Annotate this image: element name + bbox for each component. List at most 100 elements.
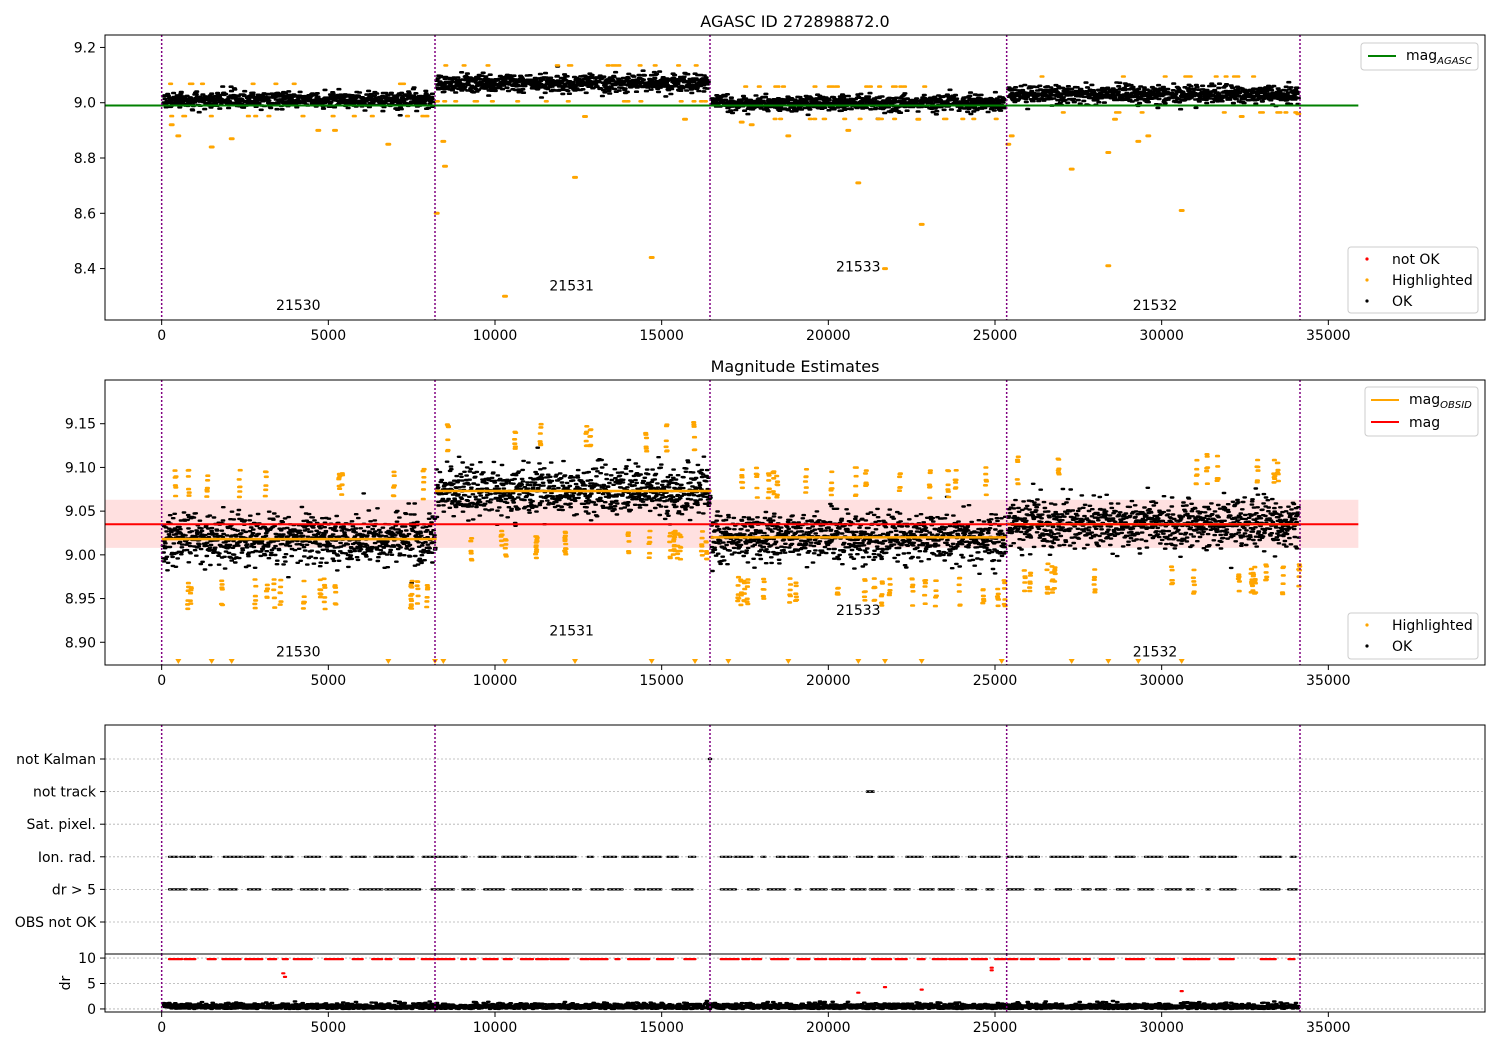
offscale-marker bbox=[855, 659, 862, 664]
x-tick-label: 0 bbox=[157, 328, 166, 344]
offscale-marker bbox=[785, 659, 792, 664]
magnitude-title: Magnitude Estimates bbox=[711, 357, 880, 376]
y-tick-label: 8.4 bbox=[74, 262, 96, 278]
offscale-marker bbox=[502, 659, 508, 664]
highlighted-points bbox=[168, 64, 1299, 121]
y-tick-label: 5 bbox=[87, 977, 96, 993]
x-tick-label: 5000 bbox=[311, 328, 347, 344]
flag-row-label: Sat. pixel. bbox=[27, 817, 96, 833]
flags-axes: not Kalman not track Sat. pixel. Ion. rad. d… bbox=[15, 752, 1485, 931]
legend-marker-highlighted bbox=[1365, 623, 1369, 627]
x-tick-label: 35000 bbox=[1306, 328, 1351, 344]
offscale-marker bbox=[175, 659, 182, 664]
offscale-marker bbox=[918, 659, 925, 664]
dr-ylabel: dr bbox=[58, 975, 74, 990]
x-tick-label: 25000 bbox=[973, 328, 1018, 344]
y-tick-label: 9.15 bbox=[65, 417, 96, 433]
agasc-frame bbox=[104, 34, 1486, 321]
y-tick-label: 10 bbox=[78, 951, 96, 967]
y-tick-label: 8.6 bbox=[74, 206, 96, 222]
legend-box bbox=[1347, 612, 1479, 660]
magnitude-panel: Magnitude Estimates 21530 21531 21533 21532… bbox=[65, 357, 1486, 689]
x-tick-label: 15000 bbox=[639, 673, 684, 689]
highlighted-outlier-points bbox=[168, 112, 1302, 298]
y-tick-label: 8.8 bbox=[74, 151, 96, 167]
legend-box bbox=[1360, 42, 1479, 71]
offscale-marker bbox=[648, 659, 655, 664]
dr-frame bbox=[104, 953, 1486, 1013]
x-tick-label: 10000 bbox=[473, 1020, 518, 1036]
flags-panel: not Kalman not track Sat. pixel. Ion. rad. d… bbox=[15, 724, 1486, 955]
x-tick-label: 35000 bbox=[1306, 1020, 1351, 1036]
y-tick-label: 9.2 bbox=[74, 40, 96, 56]
x-tick-label: 20000 bbox=[806, 673, 851, 689]
x-tick-label: 25000 bbox=[973, 1020, 1018, 1036]
offscale-marker bbox=[385, 659, 392, 664]
magnitude-frame bbox=[104, 379, 1486, 666]
offscale-marker bbox=[725, 659, 732, 664]
legend-label-ok: OK bbox=[1392, 294, 1413, 310]
legend-marker-ok bbox=[1365, 299, 1369, 303]
highlighted-points bbox=[172, 421, 1303, 611]
legend-marker-highlighted bbox=[1365, 278, 1369, 282]
magnitude-legend-mag: magOBSID mag bbox=[1364, 386, 1479, 437]
offscale-marker bbox=[1178, 659, 1185, 664]
obsid-label: 21531 bbox=[549, 279, 594, 295]
offscale-marker bbox=[208, 659, 215, 664]
flag-row-label: not Kalman bbox=[16, 752, 96, 768]
legend-label-mag: mag bbox=[1409, 415, 1440, 431]
legend-label-not-ok: not OK bbox=[1392, 252, 1440, 268]
obsid-label: 21530 bbox=[276, 644, 321, 660]
legend-label-mag-agasc: magAGASC bbox=[1406, 48, 1472, 67]
flag-row-label: not track bbox=[33, 785, 97, 801]
magnitude-legend-status: Highlighted OK bbox=[1347, 612, 1479, 660]
x-tick-label: 5000 bbox=[311, 673, 347, 689]
obsid-label: 21532 bbox=[1133, 298, 1178, 314]
agasc-axes: 0 5000 10000 15000 20000 25000 30000 35000 8.4 8.… bbox=[74, 40, 1351, 344]
dr-panel: 0 5000 10000 15000 20000 25000 30000 350000510 … bbox=[58, 951, 1486, 1036]
offscale-marker bbox=[228, 659, 235, 664]
offscale-marker bbox=[1068, 659, 1075, 664]
offscale-marker bbox=[440, 659, 447, 664]
legend-label-highlighted: Highlighted bbox=[1392, 618, 1473, 634]
obsid-label: 21533 bbox=[836, 259, 881, 275]
obsid-label: 21532 bbox=[1133, 644, 1178, 660]
obsid-label: 21530 bbox=[276, 298, 321, 314]
magnitude-axes: 0 5000 10000 15000 20000 25000 30000 35000 8.90 8… bbox=[65, 417, 1351, 689]
flag-row-label: dr > 5 bbox=[52, 882, 96, 898]
y-tick-label: 9.0 bbox=[74, 96, 96, 112]
legend-label-ok: OK bbox=[1392, 639, 1413, 655]
legend-marker-ok bbox=[1365, 644, 1369, 648]
x-tick-label: 25000 bbox=[973, 673, 1018, 689]
y-tick-label: 9.10 bbox=[65, 460, 96, 476]
dr-not-ok-points bbox=[167, 958, 1296, 994]
obsid-label: 21533 bbox=[836, 603, 881, 619]
legend-label-highlighted: Highlighted bbox=[1392, 273, 1473, 289]
x-tick-label: 30000 bbox=[1139, 1020, 1184, 1036]
x-tick-label: 5000 bbox=[311, 1020, 347, 1036]
x-tick-label: 15000 bbox=[639, 328, 684, 344]
magnitude-data-layer: 21530 21531 21533 21532 bbox=[105, 380, 1359, 665]
x-tick-label: 30000 bbox=[1139, 328, 1184, 344]
y-tick-label: 9.00 bbox=[65, 548, 96, 564]
dr-axes: 0 5000 10000 15000 20000 25000 30000 35000 0 5 10 bbox=[78, 951, 1350, 1036]
flag-row-label: OBS not OK bbox=[15, 915, 97, 931]
dr-data-layer bbox=[105, 954, 1485, 1012]
y-tick-label: 9.05 bbox=[65, 504, 96, 520]
offscale-marker bbox=[882, 659, 888, 664]
legend-marker-not-ok bbox=[1365, 257, 1369, 261]
offscale-marker bbox=[692, 659, 698, 664]
offscale-marker bbox=[1105, 659, 1112, 664]
obsid-label: 21531 bbox=[549, 623, 594, 639]
x-tick-label: 35000 bbox=[1306, 673, 1351, 689]
x-tick-label: 0 bbox=[157, 673, 166, 689]
legend-label-mag-obsid: magOBSID bbox=[1409, 392, 1472, 411]
x-tick-label: 10000 bbox=[473, 673, 518, 689]
x-tick-label: 15000 bbox=[639, 1020, 684, 1036]
x-tick-label: 10000 bbox=[473, 328, 518, 344]
offscale-marker bbox=[1135, 659, 1142, 664]
x-tick-label: 30000 bbox=[1139, 673, 1184, 689]
legend-box bbox=[1347, 246, 1479, 314]
x-tick-label: 20000 bbox=[806, 1020, 851, 1036]
offscale-marker bbox=[572, 659, 578, 664]
